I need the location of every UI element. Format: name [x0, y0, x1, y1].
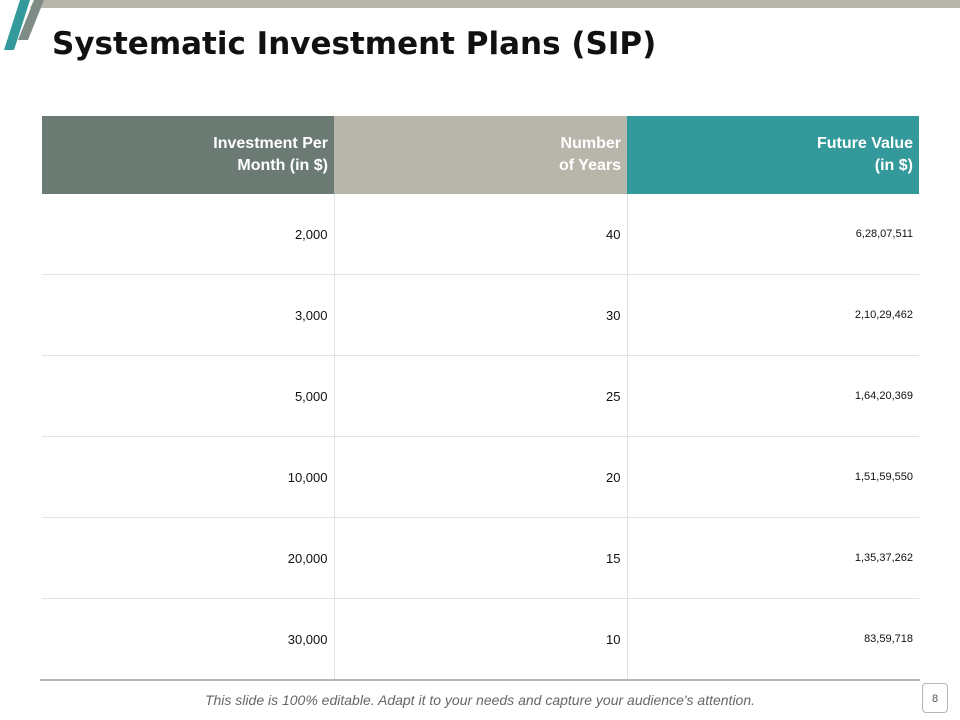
table-header-row: Investment Per Month (in $) Number of Ye…	[42, 116, 919, 194]
cell-future-value: 1,51,59,550	[627, 436, 919, 518]
table-row: 30,000 10 83,59,718	[42, 598, 919, 680]
table-row: 3,000 30 2,10,29,462	[42, 274, 919, 356]
cell-years: 10	[334, 598, 628, 680]
cell-years: 25	[334, 355, 628, 437]
cell-years: 40	[334, 194, 628, 275]
cell-investment: 3,000	[42, 274, 335, 356]
cell-investment: 20,000	[42, 517, 335, 599]
slide-title: Systematic Investment Plans (SIP)	[52, 26, 657, 62]
table-row: 10,000 20 1,51,59,550	[42, 436, 919, 518]
cell-investment: 2,000	[42, 194, 335, 275]
cell-future-value: 6,28,07,511	[627, 194, 919, 275]
table-row: 5,000 25 1,64,20,369	[42, 355, 919, 437]
cell-years: 20	[334, 436, 628, 518]
cell-investment: 30,000	[42, 598, 335, 680]
cell-future-value: 2,10,29,462	[627, 274, 919, 356]
footer-divider	[40, 679, 920, 681]
page-number: 8	[922, 683, 948, 713]
cell-future-value: 83,59,718	[627, 598, 919, 680]
footer-note: This slide is 100% editable. Adapt it to…	[204, 692, 756, 708]
decorative-header-stripes	[4, 0, 960, 50]
cell-future-value: 1,35,37,262	[627, 517, 919, 599]
cell-years: 15	[334, 517, 628, 599]
cell-years: 30	[334, 274, 628, 356]
cell-investment: 5,000	[42, 355, 335, 437]
table-row: 2,000 40 6,28,07,511	[42, 194, 919, 275]
header-future-value: Future Value (in $)	[627, 116, 919, 194]
cell-investment: 10,000	[42, 436, 335, 518]
table-row: 20,000 15 1,35,37,262	[42, 517, 919, 599]
cell-future-value: 1,64,20,369	[627, 355, 919, 437]
header-investment-per-month: Investment Per Month (in $)	[42, 116, 334, 194]
header-number-of-years: Number of Years	[334, 116, 627, 194]
sip-table: Investment Per Month (in $) Number of Ye…	[42, 116, 919, 680]
